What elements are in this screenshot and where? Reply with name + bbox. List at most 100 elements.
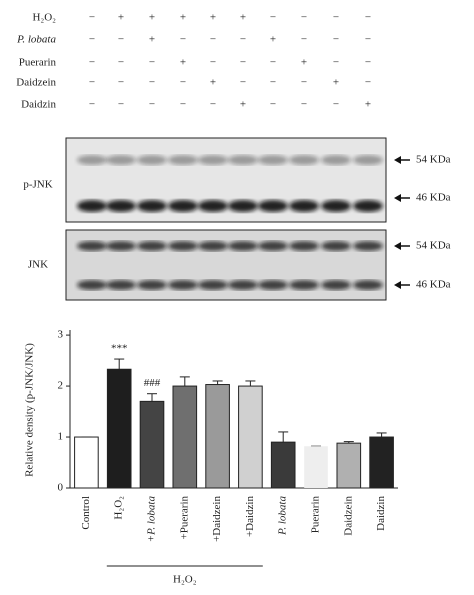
treatment-sign: −	[149, 77, 155, 89]
bar	[304, 446, 328, 488]
treatment-label: Daidzein	[16, 77, 56, 89]
treatment-sign: −	[89, 57, 95, 69]
treatment-sign: −	[333, 12, 339, 24]
band	[168, 280, 198, 290]
treatment-label: Puerarin	[19, 57, 57, 69]
treatment-sign: −	[333, 34, 339, 46]
annotation: ###	[144, 377, 161, 389]
treatment-sign: +	[240, 12, 246, 24]
band	[137, 241, 167, 251]
band	[321, 155, 351, 165]
treatment-sign: −	[210, 99, 216, 111]
band	[353, 241, 383, 251]
bar	[74, 436, 99, 489]
treatment-label: Daidzin	[21, 99, 56, 111]
bar	[238, 385, 263, 489]
treatment-sign: +	[270, 34, 276, 46]
treatment-sign: −	[149, 99, 155, 111]
treatment-sign: −	[365, 12, 371, 24]
bar	[106, 368, 132, 489]
band	[258, 155, 288, 165]
treatment-sign: −	[270, 77, 276, 89]
treatment-sign: −	[270, 57, 276, 69]
x-tick-label: H₂O₂	[113, 496, 125, 520]
treatment-sign: −	[210, 34, 216, 46]
treatment-sign: −	[270, 99, 276, 111]
bar	[139, 400, 165, 489]
treatment-sign: +	[149, 12, 155, 24]
bar	[172, 385, 198, 489]
treatment-sign: −	[118, 57, 124, 69]
band	[289, 200, 319, 212]
treatment-sign: −	[333, 99, 339, 111]
band	[228, 241, 258, 251]
treatment-sign: −	[89, 34, 95, 46]
treatment-sign: −	[210, 57, 216, 69]
treatment-sign: −	[365, 34, 371, 46]
band	[321, 280, 351, 290]
bar	[336, 442, 362, 489]
y-tick-label: 0	[58, 482, 64, 494]
x-tick-label: Puerarin	[310, 496, 322, 534]
treatment-sign: −	[365, 57, 371, 69]
treatment-sign: −	[240, 57, 246, 69]
arrow-head	[394, 156, 401, 164]
treatment-sign: −	[118, 77, 124, 89]
x-tick-label: Control	[80, 496, 92, 530]
bar	[369, 436, 394, 489]
y-axis-label: Relative density (p-JNK/JNK)	[24, 343, 36, 477]
treatment-label: P. lobata	[16, 34, 56, 46]
treatment-sign: −	[180, 99, 186, 111]
band	[198, 241, 228, 251]
treatment-sign: +	[210, 12, 216, 24]
band	[137, 200, 167, 212]
band	[289, 280, 319, 290]
band	[77, 241, 107, 251]
band	[106, 155, 136, 165]
blot-marker: 54 KDa	[416, 240, 451, 252]
treatment-sign: +	[333, 77, 339, 89]
band	[228, 280, 258, 290]
treatment-sign: +	[301, 57, 307, 69]
treatment-label: H₂O₂	[32, 12, 56, 24]
treatment-sign: −	[180, 34, 186, 46]
treatment-sign: +	[365, 99, 371, 111]
treatment-sign: −	[118, 99, 124, 111]
treatment-sign: −	[301, 34, 307, 46]
treatment-sign: −	[301, 77, 307, 89]
blot-label: p-JNK	[23, 179, 52, 191]
x-tick-label: +P. lobata	[146, 496, 158, 543]
band	[106, 241, 136, 251]
blot-marker: 54 KDa	[416, 154, 451, 166]
treatment-sign: −	[301, 99, 307, 111]
band	[321, 200, 351, 212]
band	[289, 241, 319, 251]
band	[258, 200, 288, 212]
band	[353, 155, 383, 165]
treatment-sign: −	[365, 77, 371, 89]
treatment-sign: −	[89, 99, 95, 111]
bar	[270, 441, 296, 489]
band	[106, 280, 136, 290]
treatment-sign: +	[210, 77, 216, 89]
band	[198, 280, 228, 290]
y-tick-label: 1	[58, 431, 64, 443]
band	[168, 200, 198, 212]
band	[168, 241, 198, 251]
treatment-sign: −	[333, 57, 339, 69]
bands	[77, 155, 383, 290]
blot-label: JNK	[28, 259, 48, 271]
treatment-sign: −	[240, 77, 246, 89]
treatment-sign: +	[180, 12, 186, 24]
treatment-sign: −	[240, 34, 246, 46]
treatment-sign: +	[180, 57, 186, 69]
treatment-sign: −	[149, 57, 155, 69]
y-tick-label: 3	[58, 329, 64, 341]
arrow-head	[394, 242, 401, 250]
x-tick-label: P. lobata	[277, 496, 289, 536]
x-tick-label: +Daidzin	[244, 496, 256, 538]
x-tick-label: Daidzin	[375, 496, 387, 531]
band	[106, 200, 136, 212]
band	[198, 155, 228, 165]
